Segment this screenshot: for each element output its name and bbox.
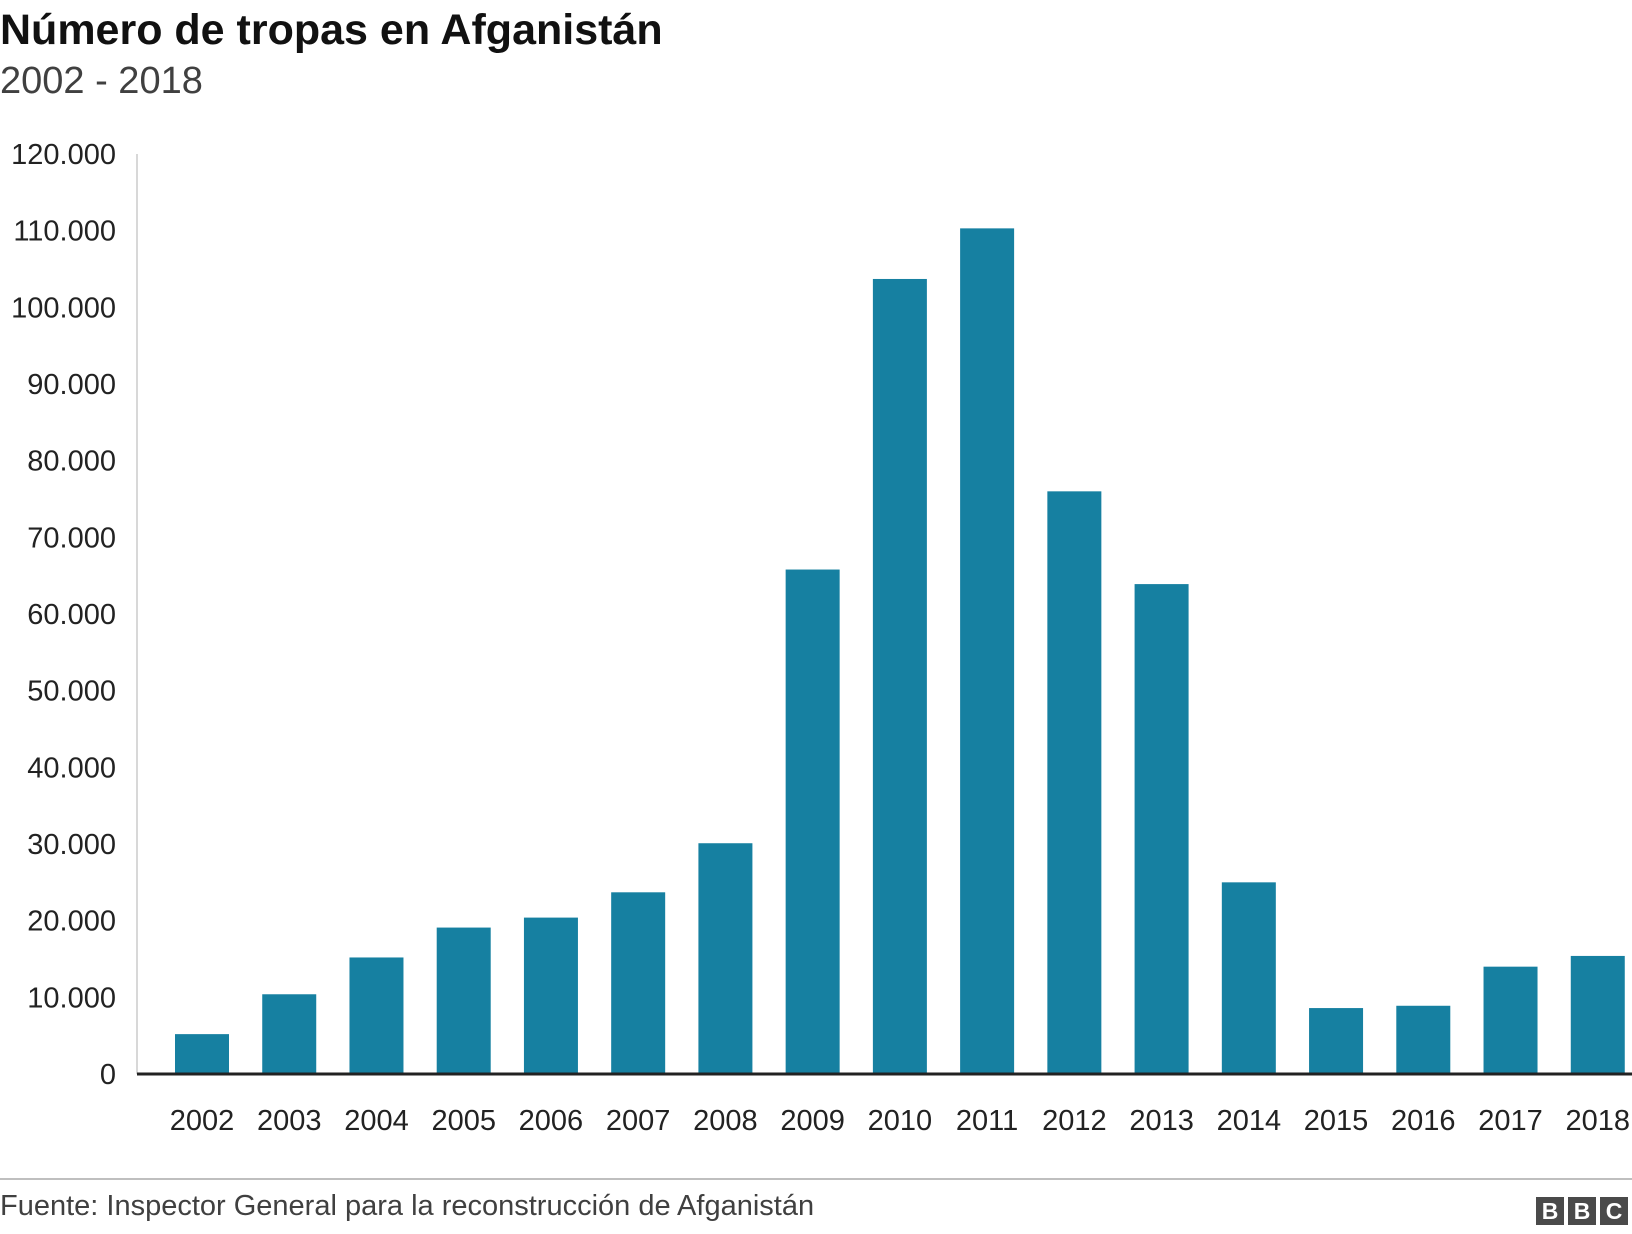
logo-letter: B — [1568, 1197, 1596, 1225]
y-tick-label: 60.000 — [27, 599, 116, 631]
y-tick-label: 70.000 — [27, 522, 116, 554]
chart-subtitle: 2002 - 2018 — [0, 60, 203, 102]
bar-chart: 0 10.000 20.000 30.000 40.000 50.000 60.000 70.… — [11, 139, 1632, 1137]
bars — [175, 228, 1625, 1074]
bbc-logo: B B C — [1536, 1197, 1628, 1225]
x-tick-label: 2008 — [693, 1105, 758, 1137]
x-tick-label: 2012 — [1042, 1105, 1107, 1137]
x-tick-label: 2013 — [1129, 1105, 1194, 1137]
bar-2016 — [1396, 1005, 1451, 1074]
x-tick-label: 2005 — [431, 1105, 496, 1137]
y-axis: 0 10.000 20.000 30.000 40.000 50.000 60.000 70.… — [11, 139, 138, 1091]
logo-letter: B — [1536, 1197, 1564, 1225]
x-tick-label: 2015 — [1304, 1105, 1369, 1137]
y-tick-label: 10.000 — [27, 982, 116, 1014]
y-tick-label: 120.000 — [11, 139, 116, 171]
logo-letter: C — [1600, 1197, 1628, 1225]
y-tick-label: 90.000 — [27, 369, 116, 401]
x-tick-label: 2007 — [606, 1105, 671, 1137]
x-tick-label: 2006 — [519, 1105, 584, 1137]
x-tick-label: 2018 — [1566, 1105, 1631, 1137]
bar-2005 — [436, 927, 491, 1074]
bar-2008 — [698, 843, 753, 1074]
x-tick-label: 2016 — [1391, 1105, 1456, 1137]
y-tick-label: 50.000 — [27, 676, 116, 708]
bar-2012 — [1047, 491, 1102, 1074]
y-tick-label: 20.000 — [27, 906, 116, 938]
x-tick-label: 2014 — [1217, 1105, 1282, 1137]
x-tick-label: 2010 — [868, 1105, 933, 1137]
x-axis: 2002 2003 2004 2005 2006 2007 2008 2009 2010 2011… — [137, 1072, 1632, 1137]
bar-2011 — [960, 228, 1015, 1074]
source-note: Fuente: Inspector General para la recons… — [0, 1190, 815, 1222]
bar-2014 — [1221, 882, 1276, 1074]
bar-2006 — [523, 917, 578, 1074]
bar-2015 — [1309, 1008, 1364, 1074]
x-tick-label: 2003 — [257, 1105, 322, 1137]
bar-2002 — [175, 1034, 229, 1074]
y-tick-label: 40.000 — [27, 752, 116, 784]
y-tick-label: 110.000 — [13, 216, 116, 248]
bar-2017 — [1483, 966, 1538, 1074]
x-tick-label: 2004 — [344, 1105, 409, 1137]
y-tick-label: 100.000 — [11, 292, 116, 324]
chart-title: Número de tropas en Afganistán — [0, 6, 663, 54]
bar-2010 — [872, 278, 927, 1074]
y-tick-label: 80.000 — [27, 446, 116, 478]
footer-divider — [0, 1178, 1632, 1180]
bar-2004 — [349, 957, 404, 1074]
x-tick-label: 2011 — [956, 1105, 1018, 1137]
x-tick-label: 2002 — [170, 1105, 235, 1137]
bar-2007 — [611, 892, 666, 1074]
y-tick-label: 0 — [100, 1059, 116, 1091]
bar-2009 — [785, 569, 840, 1074]
bar-2013 — [1134, 584, 1189, 1074]
bar-2018 — [1570, 955, 1625, 1074]
bar-2003 — [262, 994, 317, 1074]
y-tick-label: 30.000 — [27, 829, 116, 861]
x-tick-label: 2009 — [780, 1105, 845, 1137]
x-tick-label: 2017 — [1478, 1105, 1543, 1137]
